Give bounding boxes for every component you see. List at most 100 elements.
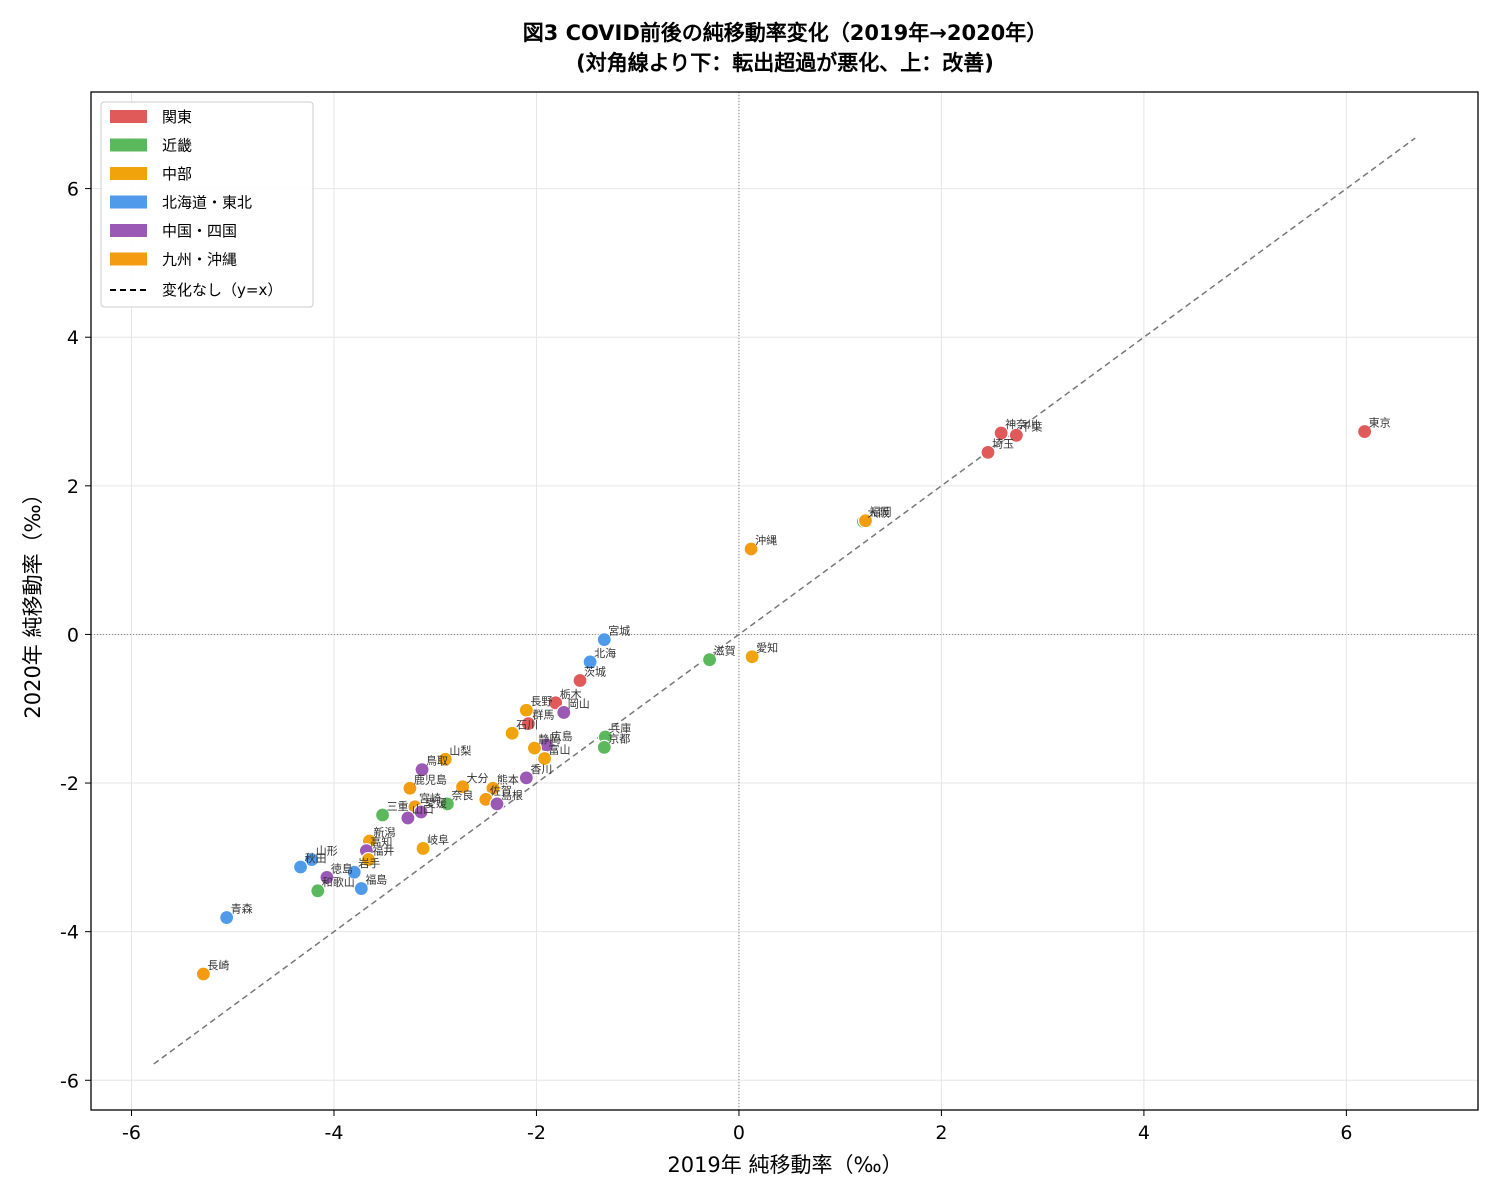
data-point [400,810,416,826]
data-point [1008,427,1024,443]
data-point [319,869,335,886]
point-label: 徳島 [331,861,353,875]
data-point [402,780,418,796]
point-label: 群馬 [532,708,554,722]
data-point [413,804,429,820]
legend-label: 九州・沖縄 [162,251,237,269]
y-tick-label: -4 [60,922,79,944]
point-label: 石川 [516,718,538,731]
data-point [454,779,471,795]
reference-diagonal-line [153,137,1416,1065]
x-tick-label: 2 [935,1122,947,1144]
point-label: 埼玉 [992,436,1014,450]
point-label: 滋賀 [714,645,736,658]
point-label: 鹿児島 [414,772,447,786]
point-label: 奈良 [451,788,473,802]
data-point [346,864,362,880]
point-label: 大分 [467,771,489,785]
legend-label: 近畿 [162,137,192,155]
point-label: 山口 [412,803,434,816]
point-label: 宮崎 [419,791,441,805]
point-label: 岡山 [568,697,590,710]
data-point [414,762,430,778]
x-tick-label: -4 [325,1122,344,1144]
y-tick-label: 4 [67,327,79,349]
point-label: 宮城 [608,624,630,638]
y-tick-label: 6 [67,179,79,201]
data-point [520,716,536,732]
y-tick-label: -6 [60,1070,79,1092]
point-label: 神奈川 [1005,417,1038,431]
data-point [536,750,553,767]
legend-swatch [110,110,147,123]
data-point [219,909,235,926]
x-axis-label: 2019年 純移動率（‰） [667,1153,902,1177]
data-point [744,649,760,665]
data-point [701,652,718,668]
chart-subtitle: (対角線より下：転出超過が悪化、上：改善) [576,51,994,75]
point-label: 岐阜 [427,833,449,846]
point-label: 静岡 [538,732,560,746]
x-tick-label: -6 [122,1122,141,1144]
data-point [415,840,431,857]
y-tick-label: -2 [60,773,79,795]
data-point [485,780,501,796]
data-point [374,807,391,823]
legend-swatch [110,167,147,180]
point-label: 兵庫 [609,721,631,735]
legend-box [100,101,314,308]
point-label: 東京 [1369,416,1391,430]
data-point [439,796,455,812]
y-tick-label: 0 [67,624,79,646]
data-point [526,740,543,756]
data-point [980,444,996,460]
data-point [195,966,211,982]
data-point [292,859,309,875]
point-label: 秋田 [305,851,327,865]
point-label: 大阪 [867,505,889,519]
point-label: 愛知 [756,641,778,655]
point-label: 岩手 [358,856,380,870]
legend-label: 中国・四国 [162,222,237,240]
legend-swatch [110,195,147,209]
data-point [518,770,534,786]
data-point [743,541,759,557]
point-label: 長野 [530,695,552,708]
point-label: 島根 [501,788,523,802]
point-label: 栃木 [560,687,582,701]
data-point [360,851,376,868]
x-tick-label: 6 [1340,1122,1352,1144]
point-label: 高知 [370,835,392,849]
x-tick-label: 4 [1138,1122,1150,1144]
data-points [195,423,1373,982]
point-label: 長崎 [207,958,229,972]
x-tick-label: -2 [527,1122,546,1144]
legend-label: 関東 [162,108,192,126]
legend-reference-label: 変化なし（y=x） [162,281,282,299]
plot-frame [90,91,1479,1111]
point-label: 佐賀 [490,783,512,797]
data-point [857,513,874,529]
point-label: 福岡 [869,505,891,519]
point-label: 山梨 [449,743,471,757]
point-label: 和歌山 [322,875,355,889]
point-label: 鳥取 [426,754,448,768]
data-point [582,654,598,670]
legend-swatch [110,138,147,152]
y-tick-label: 2 [67,476,79,498]
chart-title: 図3 COVID前後の純移動率変化（2019年→2020年） [523,21,1048,45]
point-label: 茨城 [584,665,606,679]
x-tick-label: 0 [733,1122,745,1144]
legend-label: 北海道・東北 [162,194,252,212]
y-axis-label: 2020年 純移動率（‰） [21,483,45,718]
point-label: 千葉 [1020,419,1042,433]
data-point [304,851,320,868]
legend-label: 中部 [162,165,192,183]
point-label: 福島 [365,873,387,887]
data-point [1357,423,1373,440]
point-label: 山形 [316,845,338,858]
point-label: 富山 [549,743,571,757]
data-point [437,751,453,767]
